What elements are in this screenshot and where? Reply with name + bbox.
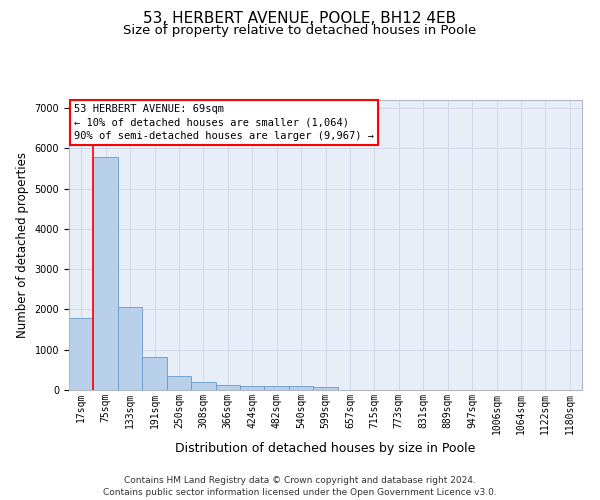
- Bar: [191, 382, 215, 390]
- Bar: [118, 307, 142, 390]
- Text: Size of property relative to detached houses in Poole: Size of property relative to detached ho…: [124, 24, 476, 37]
- Text: Contains public sector information licensed under the Open Government Licence v3: Contains public sector information licen…: [103, 488, 497, 497]
- Bar: [265, 386, 289, 390]
- Bar: [289, 386, 313, 390]
- Bar: [69, 318, 94, 390]
- Bar: [240, 386, 265, 390]
- Text: Contains HM Land Registry data © Crown copyright and database right 2024.: Contains HM Land Registry data © Crown c…: [124, 476, 476, 485]
- Bar: [167, 376, 191, 390]
- Text: 53 HERBERT AVENUE: 69sqm
← 10% of detached houses are smaller (1,064)
90% of sem: 53 HERBERT AVENUE: 69sqm ← 10% of detach…: [74, 104, 374, 141]
- Bar: [313, 387, 338, 390]
- Text: 53, HERBERT AVENUE, POOLE, BH12 4EB: 53, HERBERT AVENUE, POOLE, BH12 4EB: [143, 11, 457, 26]
- Bar: [94, 157, 118, 390]
- X-axis label: Distribution of detached houses by size in Poole: Distribution of detached houses by size …: [175, 442, 476, 455]
- Bar: [142, 357, 167, 390]
- Bar: [215, 385, 240, 390]
- Y-axis label: Number of detached properties: Number of detached properties: [16, 152, 29, 338]
